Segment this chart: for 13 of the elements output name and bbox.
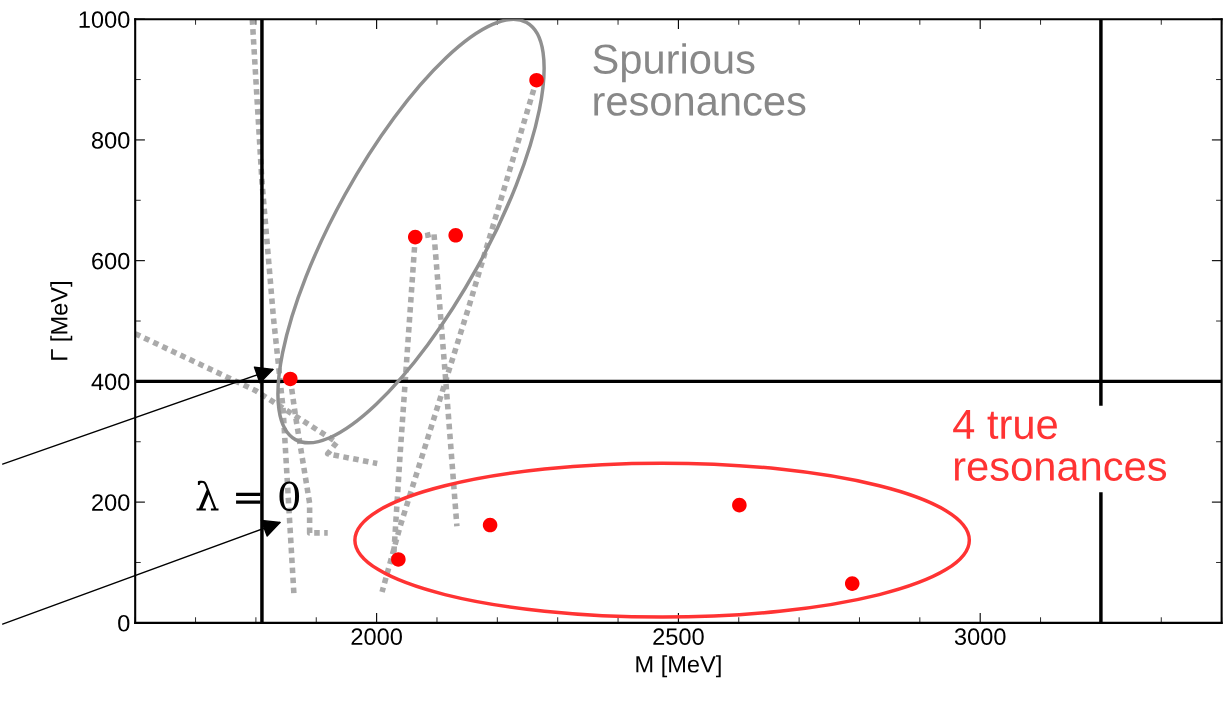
y-tick-label: 800 [91, 131, 130, 149]
annotation: 4 true resonances [953, 410, 1167, 482]
x-axis-title: M [MeV] [636, 655, 721, 678]
y-tick-label: 200 [92, 494, 130, 511]
x-tick-label: 2000 [351, 628, 402, 646]
x-tick-label: 3000 [954, 628, 1006, 646]
y-axis-title: Γ [MeV] [50, 282, 73, 360]
y-tick-label: 1000 [79, 11, 130, 28]
annotation: Spurious resonances [593, 43, 806, 116]
y-tick-label: 400 [91, 373, 130, 391]
y-tick-label: 0 [118, 614, 130, 632]
x-tick-label: 2500 [653, 628, 704, 646]
y-tick-label: 600 [92, 252, 130, 270]
